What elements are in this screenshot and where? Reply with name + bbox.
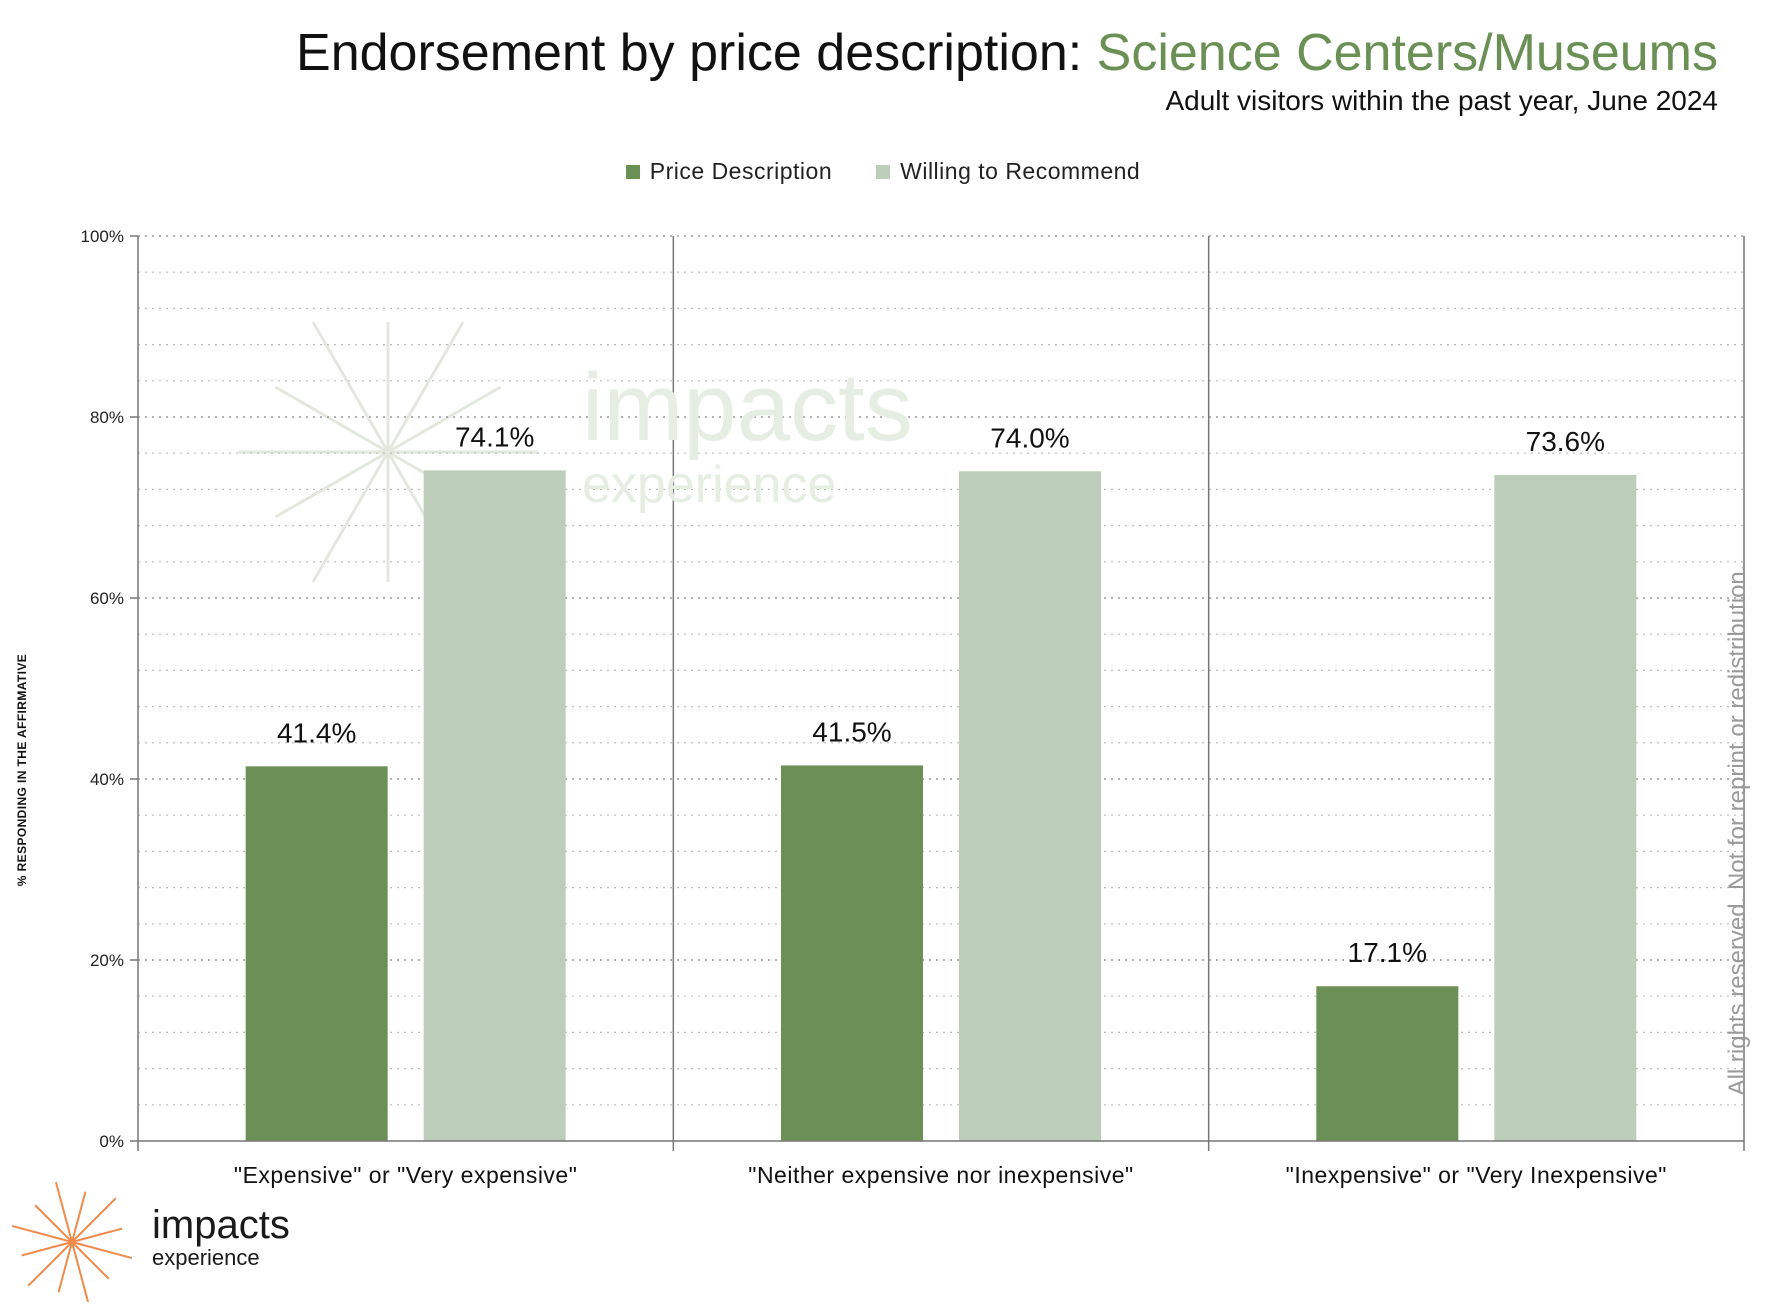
category-label: "Neither expensive nor inexpensive" bbox=[748, 1162, 1133, 1188]
logo-star-ray bbox=[57, 1241, 73, 1293]
logo-star-ray bbox=[21, 1241, 73, 1257]
y-tick-label: 100% bbox=[81, 227, 124, 246]
gridlines bbox=[138, 235, 1744, 1106]
y-tick-label: 80% bbox=[90, 408, 124, 427]
bars bbox=[245, 470, 1637, 1141]
background-watermark-text: impacts experience bbox=[582, 354, 913, 515]
legend-item-price-description: Price Description bbox=[625, 158, 833, 185]
bar-price-description bbox=[245, 766, 388, 1141]
category-label: "Inexpensive" or "Very Inexpensive" bbox=[1286, 1162, 1667, 1188]
legend-item-willing-to-recommend: Willing to Recommend bbox=[876, 158, 1140, 185]
chart-subtitle: Adult visitors within the past year, Jun… bbox=[1165, 85, 1718, 116]
rights-watermark: All rights reserved. Not for reprint or … bbox=[1724, 564, 1751, 1096]
background-star-ray bbox=[311, 451, 390, 583]
data-label: 41.4% bbox=[277, 717, 356, 748]
legend-swatch-price-description bbox=[625, 164, 640, 179]
background-watermark-main: impacts bbox=[582, 354, 913, 461]
logo-star-ray bbox=[27, 1241, 73, 1287]
y-tick-label: 0% bbox=[99, 1132, 124, 1151]
chart-title-accent: Science Centers/Museums bbox=[1096, 24, 1718, 82]
legend: Price Description Willing to Recommend bbox=[0, 158, 1766, 185]
legend-label-price-description: Price Description bbox=[649, 158, 833, 184]
data-label: 17.1% bbox=[1348, 937, 1427, 968]
legend-label-willing-to-recommend: Willing to Recommend bbox=[900, 158, 1141, 184]
title-block: Endorsement by price description: Scienc… bbox=[296, 22, 1718, 118]
logo-sub-text: experience bbox=[152, 1245, 260, 1270]
bar-willing-to-recommend bbox=[423, 470, 566, 1141]
logo-star-ray bbox=[11, 1224, 73, 1243]
logo-star-ray bbox=[71, 1191, 87, 1243]
background-star-ray bbox=[274, 450, 389, 519]
logo-star-ray bbox=[71, 1197, 117, 1243]
legend-swatch-willing-to-recommend bbox=[876, 164, 891, 179]
data-label: 73.6% bbox=[1526, 426, 1605, 457]
data-label: 74.0% bbox=[990, 422, 1069, 453]
data-label: 74.1% bbox=[455, 421, 534, 452]
background-watermark-sub: experience bbox=[582, 456, 837, 514]
bar-price-description bbox=[781, 765, 923, 1141]
y-tick-label: 40% bbox=[90, 770, 124, 789]
background-star-ray bbox=[274, 385, 389, 454]
logo-star-ray bbox=[71, 1241, 110, 1280]
bar-willing-to-recommend bbox=[959, 471, 1101, 1141]
background-star-ray bbox=[387, 385, 502, 454]
axes: 0% 20% 40% 60% 80% 100% bbox=[81, 227, 1745, 1151]
logo-star-ray bbox=[71, 1241, 133, 1260]
chart-title: Endorsement by price description: Scienc… bbox=[296, 24, 1718, 82]
category-label: "Expensive" or "Very expensive" bbox=[234, 1162, 578, 1188]
logo-star-ray bbox=[71, 1241, 90, 1303]
logo-icon bbox=[11, 1181, 133, 1303]
logo-star-ray bbox=[71, 1227, 123, 1243]
logo: impacts experience bbox=[152, 1204, 290, 1270]
background-star-ray bbox=[311, 321, 390, 453]
logo-main-text: impacts bbox=[152, 1203, 290, 1247]
labels: 41.4% 74.1% "Expensive" or "Very expensive… bbox=[234, 421, 1667, 1188]
data-label: 41.5% bbox=[812, 716, 891, 747]
y-tick-label: 60% bbox=[90, 589, 124, 608]
bar-willing-to-recommend bbox=[1494, 474, 1637, 1141]
logo-star-ray bbox=[54, 1181, 73, 1243]
logo-star-ray bbox=[34, 1204, 73, 1243]
background-star-ray bbox=[386, 321, 465, 453]
y-tick-label: 20% bbox=[90, 951, 124, 970]
bar-price-description bbox=[1316, 986, 1459, 1141]
